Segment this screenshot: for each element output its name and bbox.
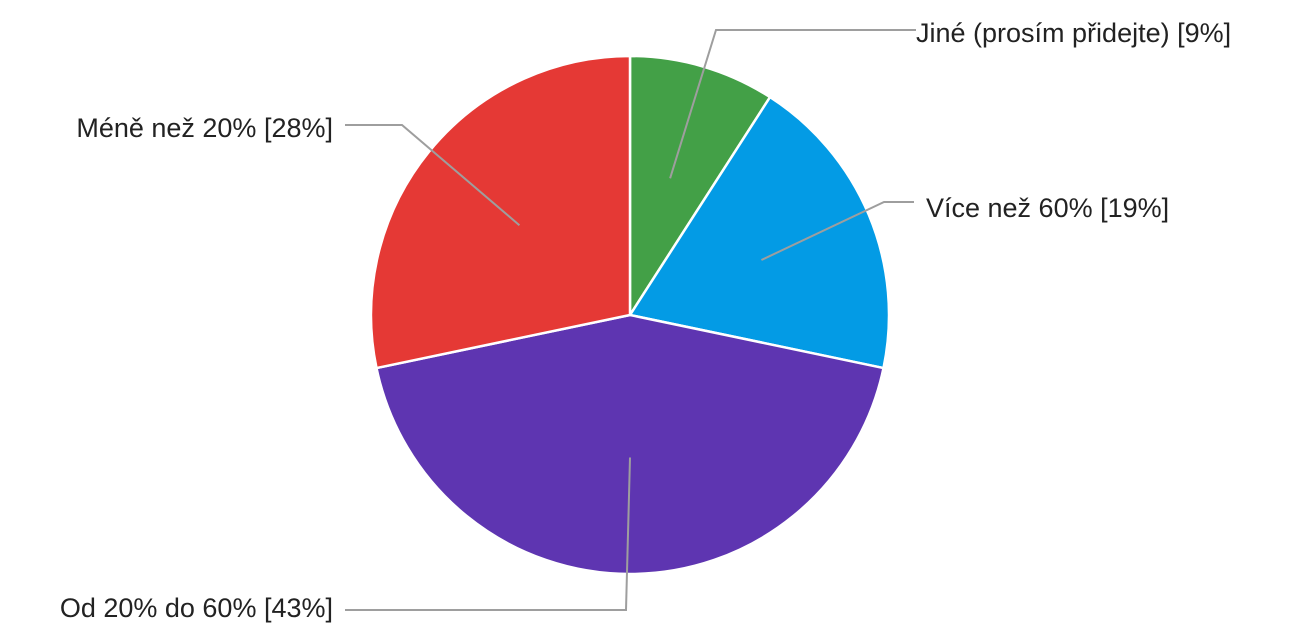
- pie-slice-3: [369, 54, 632, 370]
- pie-slice-2: [375, 313, 885, 576]
- leader-line-0: [669, 29, 916, 179]
- pie-slice-1: [627, 95, 891, 370]
- slice-label-mene-nez-20: Méně než 20% [28%]: [76, 113, 333, 143]
- pie-slice-0: [628, 54, 772, 320]
- slice-label-od-20-do-60: Od 20% do 60% [43%]: [60, 593, 333, 623]
- slice-labels: Jiné (prosím přidejte) [9%] Více než 60%…: [60, 18, 1231, 623]
- slice-label-vice-nez-60: Více než 60% [19%]: [926, 193, 1169, 223]
- leader-lines: [345, 29, 916, 611]
- leader-line-1: [760, 201, 914, 261]
- slice-label-jine: Jiné (prosím přidejte) [9%]: [916, 18, 1231, 48]
- leader-line-3: [345, 124, 521, 226]
- slices-layer: [369, 54, 891, 576]
- leader-line-2: [345, 457, 631, 611]
